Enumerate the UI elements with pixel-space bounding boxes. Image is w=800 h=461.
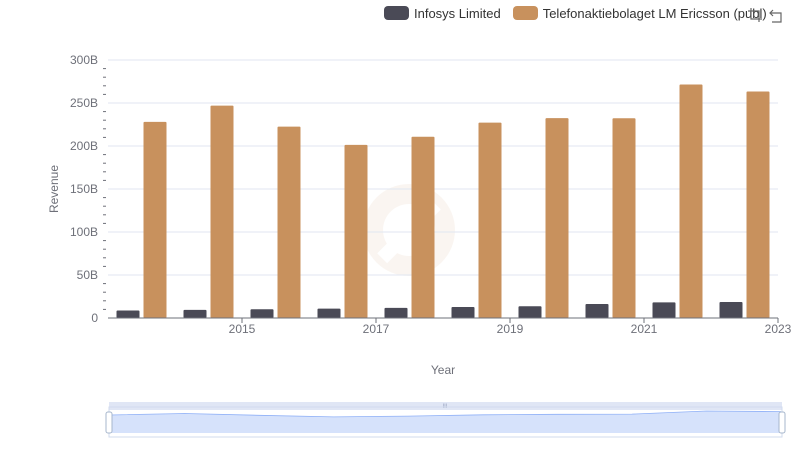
legend-swatch-ericsson — [512, 6, 538, 20]
y-tick-label: 50B — [77, 268, 98, 282]
x-axis-title: Year — [431, 363, 455, 377]
y-tick-label: 100B — [70, 225, 98, 239]
bar-infosys-2021 — [585, 303, 609, 318]
y-axis-title: Revenue — [47, 165, 61, 213]
bar-ericsson-2015 — [210, 105, 234, 318]
bar-ericsson-2017 — [344, 144, 368, 318]
bar-infosys-2015 — [183, 309, 207, 318]
bars — [116, 84, 770, 319]
bar-infosys-2019 — [451, 306, 475, 318]
x-tick-label: 2015 — [229, 322, 256, 336]
legend-item-infosys[interactable]: Infosys Limited — [384, 6, 501, 21]
legend-swatch-infosys — [384, 6, 409, 20]
bar-ericsson-2020 — [545, 118, 569, 318]
legend-label-ericsson: Telefonaktiebolaget LM Ericsson (publ) — [542, 5, 767, 21]
bar-ericsson-2018 — [411, 136, 435, 318]
x-tick-label: 2023 — [765, 322, 792, 336]
bar-infosys-2016 — [250, 309, 274, 318]
x-tick-label: 2017 — [363, 322, 390, 336]
bar-infosys-2023 — [719, 302, 743, 318]
bar-ericsson-2019 — [478, 122, 502, 318]
y-tick-label: 150B — [70, 182, 98, 196]
bar-ericsson-2021 — [612, 118, 636, 318]
chart-legend: Infosys Limited Telefonaktiebolaget LM E… — [384, 4, 779, 22]
datazoom-preview-line — [109, 410, 782, 418]
bar-ericsson-2016 — [277, 126, 301, 319]
legend-label-infosys: Infosys Limited — [414, 5, 501, 21]
x-axis-ticks: 2015 2017 2019 2021 2023 — [229, 318, 792, 336]
bar-infosys-2020 — [518, 306, 542, 318]
bar-infosys-2017 — [317, 308, 341, 318]
bar-infosys-2018 — [384, 307, 408, 318]
y-tick-label: 200B — [70, 139, 98, 153]
datazoom-right-handle[interactable] — [778, 411, 786, 434]
y-tick-label: 0 — [91, 311, 98, 325]
x-tick-label: 2021 — [631, 322, 658, 336]
bar-infosys-2022 — [652, 302, 676, 318]
y-minor-ticks — [103, 68, 106, 310]
datazoom-left-handle[interactable] — [105, 411, 113, 434]
bar-infosys-2014 — [116, 310, 140, 318]
y-axis-ticks: 0 50B 100B 150B 200B 250B 300B — [70, 53, 98, 325]
legend-item-ericsson[interactable]: Telefonaktiebolaget LM Ericsson (publ) — [512, 5, 767, 21]
y-tick-label: 300B — [70, 53, 98, 67]
restore-icon[interactable] — [768, 6, 786, 24]
datazoom-preview-area — [110, 411, 781, 433]
chart-toolbox — [746, 6, 790, 24]
datazoom-slider[interactable]: III — [105, 402, 786, 438]
datazoom-top-bar[interactable] — [109, 402, 782, 410]
y-tick-label: 250B — [70, 96, 98, 110]
bar-ericsson-2022 — [679, 84, 703, 318]
bar-ericsson-2023 — [746, 91, 770, 318]
bar-ericsson-2014 — [143, 121, 167, 318]
zoom-select-icon[interactable] — [746, 6, 764, 24]
x-tick-label: 2019 — [497, 322, 524, 336]
watermark-logo — [363, 184, 455, 276]
